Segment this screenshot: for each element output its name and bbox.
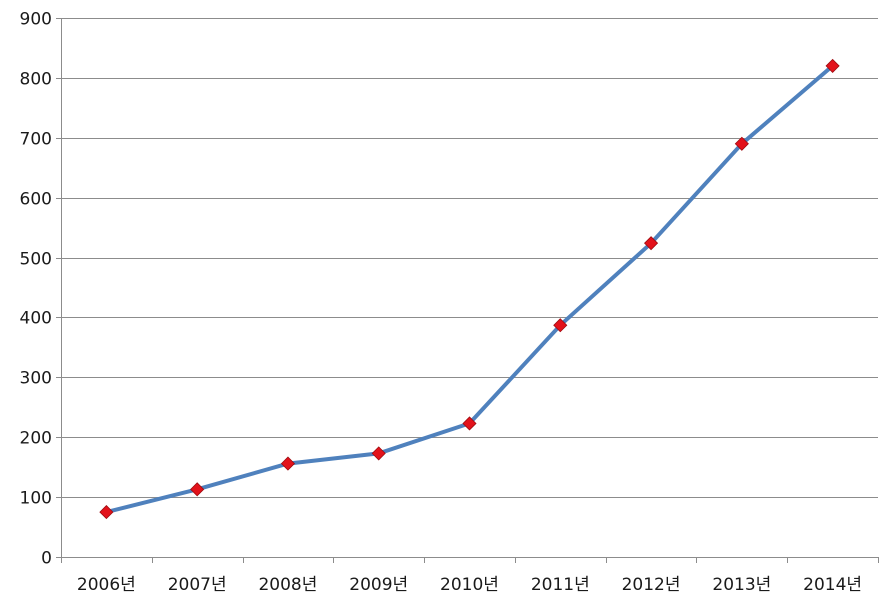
data-point-marker bbox=[99, 505, 114, 520]
data-point-marker bbox=[553, 318, 568, 333]
y-tick-label: 700 bbox=[20, 130, 52, 150]
x-tick-label: 2008년 bbox=[258, 575, 317, 595]
y-tick-label: 900 bbox=[20, 10, 52, 30]
y-tick-label: 600 bbox=[20, 190, 52, 210]
y-tick-label: 300 bbox=[20, 369, 52, 389]
data-point-marker bbox=[280, 456, 296, 471]
data-point-marker bbox=[643, 236, 659, 251]
series bbox=[99, 58, 840, 520]
x-tick-label: 2006년 bbox=[77, 575, 136, 595]
axes bbox=[56, 18, 879, 563]
x-tick-label: 2010년 bbox=[440, 575, 499, 595]
data-point-marker bbox=[371, 446, 386, 461]
data-point-marker bbox=[734, 136, 749, 151]
x-tick-label: 2014년 bbox=[803, 575, 862, 595]
tick-labels: 0 100 200 300 400 500 600 700 800 900 2006년 2007년 20… bbox=[20, 10, 863, 596]
y-tick-label: 400 bbox=[20, 309, 52, 329]
data-point-marker bbox=[825, 58, 840, 73]
x-tick-label: 2013년 bbox=[712, 575, 771, 595]
y-tick-label: 500 bbox=[20, 250, 52, 270]
x-tick-label: 2009년 bbox=[349, 575, 408, 595]
x-tick-label: 2007년 bbox=[168, 575, 227, 595]
data-point-marker bbox=[462, 416, 477, 431]
y-tick-label: 800 bbox=[20, 70, 52, 90]
x-tick-label: 2012년 bbox=[622, 575, 681, 595]
data-point-marker bbox=[190, 482, 205, 497]
y-tick-label: 0 bbox=[41, 549, 52, 569]
x-tick-label: 2011년 bbox=[531, 575, 590, 595]
gridlines bbox=[61, 18, 878, 498]
series-line-0 bbox=[104, 63, 835, 515]
y-tick-label: 100 bbox=[20, 489, 52, 509]
y-tick-label: 200 bbox=[20, 429, 52, 449]
